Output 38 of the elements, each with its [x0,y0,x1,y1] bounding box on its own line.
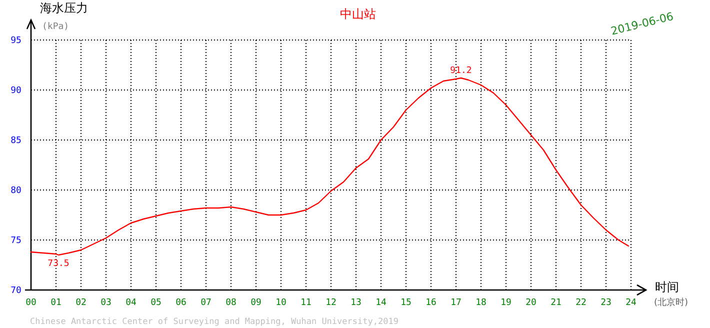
x-tick-label: 04 [126,298,136,308]
y-tick-label: 85 [10,136,22,146]
x-tick-label: 20 [526,298,536,308]
x-tick-label: 14 [376,298,386,308]
chart-title: 中山站 [340,7,376,21]
x-tick-label: 19 [500,298,512,308]
x-tick-label: 00 [26,298,36,308]
x-tick-label: 11 [300,298,312,308]
x-tick-label: 03 [100,298,112,308]
x-tick-label: 02 [76,298,86,308]
x-tick-label: 15 [400,298,412,308]
y-tick-label: 70 [10,286,22,296]
x-tick-label: 23 [600,298,612,308]
y-axis-title: 海水压力 (kPa) [40,1,88,32]
x-tick-label: 22 [576,298,586,308]
y-tick-label: 75 [10,236,22,246]
x-tick-label: 10 [276,298,286,308]
annotation: 73.5 [48,259,70,269]
x-tick-label: 16 [426,298,436,308]
annotation: 91.2 [450,66,472,76]
x-tick-label: 17 [450,298,462,308]
x-tick-label: 07 [200,298,212,308]
y-tick-label: 95 [10,36,22,46]
y-tick-label: 90 [10,86,22,96]
x-tick-label: 01 [50,298,62,308]
x-tick-label: 21 [550,298,562,308]
x-tick-label: 09 [250,298,262,308]
x-tick-label: 12 [326,298,336,308]
x-tick-label: 24 [626,298,636,308]
x-tick-label: 06 [176,298,186,308]
x-tick-label: 05 [150,298,162,308]
y-tick-label: 80 [10,186,22,196]
x-tick-label: 18 [476,298,486,308]
text: Chinese Antarctic Center of Surveying and Mapping, Wuhan University,2019 [30,317,398,327]
x-tick-label: 08 [226,298,236,308]
x-axis-title: 时间 (北京时) [654,280,688,308]
x-tick-label: 13 [350,298,362,308]
line-series [30,77,630,256]
